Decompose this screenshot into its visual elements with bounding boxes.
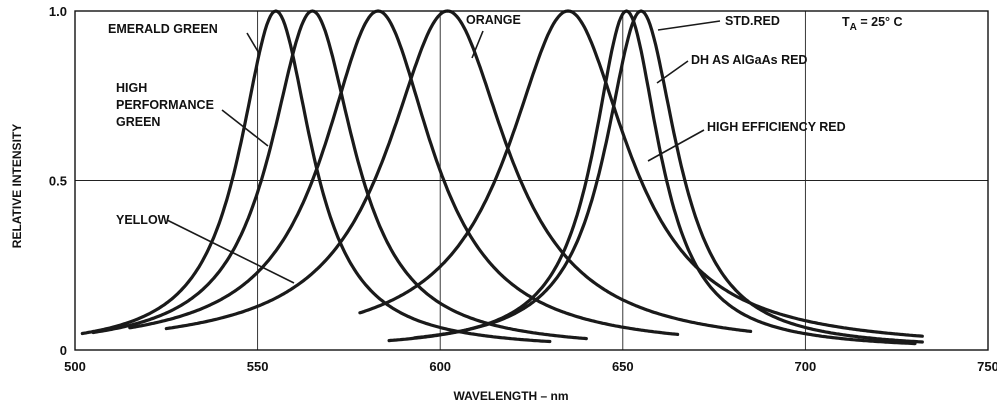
curve-layer <box>80 9 924 346</box>
leader-line <box>471 30 484 59</box>
leader-line <box>647 129 705 162</box>
y-tick-label: 0 <box>60 343 67 358</box>
y-tick-label: 0.5 <box>49 174 67 189</box>
series-curve-dh-as-algaas-red <box>387 9 917 346</box>
series-label-line: EMERALD GREEN <box>108 22 218 36</box>
series-label-line: HIGH <box>116 81 147 95</box>
tick-layer: 500 550 600 650 700 750 0 0.5 1.0 <box>49 4 997 374</box>
x-axis-label: WAVELENGTH – nm <box>453 389 568 403</box>
series-curve-orange <box>164 9 753 333</box>
series-label-high-efficiency-red: HIGH EFFICIENCY RED <box>707 120 846 134</box>
temperature-subscript: A <box>850 22 857 33</box>
annotation-layer: EMERALD GREEN HIGH PERFORMANCE GREEN YELLOW O… <box>108 13 846 227</box>
series-label-line: PERFORMANCE <box>116 98 214 112</box>
series-curve-std-red <box>413 9 924 344</box>
leader-layer <box>166 20 721 284</box>
series-label-line: STD.RED <box>725 14 780 28</box>
leader-line <box>221 109 269 147</box>
x-tick-label: 750 <box>977 359 997 374</box>
leader-line <box>657 20 721 31</box>
x-tick-label: 600 <box>429 359 451 374</box>
plot-frame <box>74 10 989 351</box>
x-tick-label: 650 <box>612 359 634 374</box>
leader-line <box>166 219 295 284</box>
series-curve-high-performance-green <box>91 9 588 341</box>
series-label-line: ORANGE <box>466 13 521 27</box>
series-curve-high-efficiency-red <box>358 9 924 338</box>
series-label-line: YELLOW <box>116 213 170 227</box>
y-tick-label: 1.0 <box>49 4 67 19</box>
series-curve-emerald-green <box>80 9 552 344</box>
series-label-high-performance-green: HIGH PERFORMANCE GREEN <box>116 81 214 129</box>
series-label-std-red: STD.RED <box>725 14 780 28</box>
series-label-yellow: YELLOW <box>116 213 170 227</box>
x-tick-label: 700 <box>795 359 817 374</box>
temperature-symbol: T <box>842 15 850 29</box>
temperature-value: = 25° C <box>857 15 903 29</box>
series-label-line: HIGH EFFICIENCY RED <box>707 120 846 134</box>
y-axis-label: RELATIVE INTENSITY <box>10 124 24 248</box>
series-curve-yellow <box>128 9 680 336</box>
series-label-orange: ORANGE <box>466 13 521 27</box>
series-label-line: DH AS AlGaAs RED <box>691 53 807 67</box>
series-label-line: GREEN <box>116 115 160 129</box>
series-label-dh-as-algaas-red: DH AS AlGaAs RED <box>691 53 807 67</box>
x-tick-label: 500 <box>64 359 86 374</box>
series-label-emerald-green: EMERALD GREEN <box>108 22 218 36</box>
leader-line <box>246 32 261 56</box>
leader-line <box>656 60 689 84</box>
temperature-condition-label: TA = 25° C <box>842 15 903 33</box>
x-tick-label: 550 <box>247 359 269 374</box>
